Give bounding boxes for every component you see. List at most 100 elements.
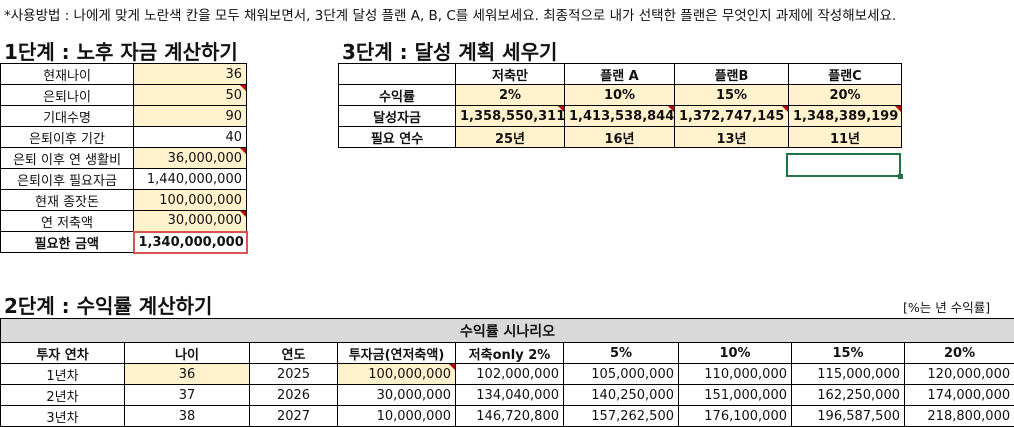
label-seed-money: 현재 종잣돈 xyxy=(0,189,134,211)
cell-year-count[interactable]: 3년차 xyxy=(0,405,125,427)
label-needed-amount: 필요한 금액 xyxy=(0,231,134,253)
years-plan-c[interactable]: 11년 xyxy=(788,126,902,148)
input-annual-living-cost[interactable]: 36,000,000 xyxy=(133,147,247,169)
table-row: 투자 연차 나이 연도 투자금(연저축액) 저축only 2% 5% 10% 1… xyxy=(0,342,1014,364)
col-header-year-count: 투자 연차 xyxy=(0,342,125,364)
rate-plan-c[interactable]: 20% xyxy=(788,84,902,106)
scenario-title: 수익률 시나리오 xyxy=(0,318,1014,343)
cell-rate-15[interactable]: 196,587,500 xyxy=(791,405,905,427)
step3-corner-cell[interactable] xyxy=(338,63,456,85)
header-savings-only: 저축만 xyxy=(455,63,565,85)
label-life-expectancy: 기대수명 xyxy=(0,105,134,127)
cell-year[interactable]: 2026 xyxy=(249,384,338,406)
cell-age[interactable]: 37 xyxy=(124,384,250,406)
cell-year-count[interactable]: 2년차 xyxy=(0,384,125,406)
cell-investment[interactable]: 30,000,000 xyxy=(337,384,456,406)
cell-age[interactable]: 36 xyxy=(124,363,250,385)
col-header-year: 연도 xyxy=(249,342,338,364)
table-row: 2년차 37 2026 30,000,000 134,040,000 140,2… xyxy=(0,384,1014,406)
cell-rate-10[interactable]: 151,000,000 xyxy=(678,384,792,406)
cell-rate-5[interactable]: 105,000,000 xyxy=(563,363,679,385)
table-row: 저축만 플랜 A 플랜B 플랜C xyxy=(338,63,902,85)
rate-savings-only[interactable]: 2% xyxy=(455,84,565,106)
cell-savings-2[interactable]: 102,000,000 xyxy=(455,363,564,385)
input-current-age[interactable]: 36 xyxy=(133,63,247,85)
col-header-20: 20% xyxy=(903,342,1014,364)
table-row: 현재 종잣돈 100,000,000 xyxy=(0,189,247,211)
table-row: 수익률 2% 10% 15% 20% xyxy=(338,84,902,106)
funds-plan-c[interactable]: 1,348,389,199 xyxy=(788,105,902,127)
cell-rate-10[interactable]: 176,100,000 xyxy=(678,405,792,427)
cell-rate-20[interactable]: 174,000,000 xyxy=(903,384,1014,406)
table-row: 은퇴나이 50 xyxy=(0,84,247,106)
input-seed-money[interactable]: 100,000,000 xyxy=(133,189,247,211)
step1-title: 1단계 : 노후 자금 계산하기 xyxy=(4,40,238,64)
cell-age[interactable]: 38 xyxy=(124,405,250,427)
step3-table: 저축만 플랜 A 플랜B 플랜C 수익률 2% 10% 15% 20% 달성자금… xyxy=(338,63,902,148)
value-required-funds[interactable]: 1,440,000,000 xyxy=(133,168,247,190)
cell-rate-5[interactable]: 157,262,500 xyxy=(563,405,679,427)
input-life-expectancy[interactable]: 90 xyxy=(133,105,247,127)
selected-cell[interactable] xyxy=(786,153,903,179)
cell-investment[interactable]: 10,000,000 xyxy=(337,405,456,427)
table-row: 현재나이 36 xyxy=(0,63,247,85)
value-needed-amount[interactable]: 1,340,000,000 xyxy=(132,230,248,254)
value-retire-period[interactable]: 40 xyxy=(133,126,247,148)
cell-savings-2[interactable]: 146,720,800 xyxy=(455,405,564,427)
step3-title: 3단계 : 달성 계획 세우기 xyxy=(342,40,558,64)
label-return-rate: 수익률 xyxy=(338,84,456,106)
label-achieved-funds: 달성자금 xyxy=(338,105,456,127)
table-row: 필요한 금액 1,340,000,000 xyxy=(0,230,248,254)
label-annual-living-cost: 은퇴 이후 연 생활비 xyxy=(0,147,134,169)
table-row: 1년차 36 2025 100,000,000 102,000,000 105,… xyxy=(0,363,1014,385)
cell-rate-15[interactable]: 162,250,000 xyxy=(791,384,905,406)
table-row: 연 저축액 30,000,000 xyxy=(0,210,247,232)
cell-year-count[interactable]: 1년차 xyxy=(0,363,125,385)
input-retire-age[interactable]: 50 xyxy=(133,84,247,106)
table-row: 필요 연수 25년 16년 13년 11년 xyxy=(338,126,902,148)
cell-rate-5[interactable]: 140,250,000 xyxy=(563,384,679,406)
cell-year[interactable]: 2027 xyxy=(249,405,338,427)
cell-rate-15[interactable]: 115,000,000 xyxy=(791,363,905,385)
rate-note: [%는 년 수익률] xyxy=(903,300,991,315)
header-plan-c: 플랜C xyxy=(788,63,902,85)
table-row: 은퇴 이후 연 생활비 36,000,000 xyxy=(0,147,247,169)
table-row: 은퇴이후 필요자금 1,440,000,000 xyxy=(0,168,247,190)
col-header-5: 5% xyxy=(563,342,679,364)
header-plan-b: 플랜B xyxy=(674,63,789,85)
table-row: 기대수명 90 xyxy=(0,105,247,127)
funds-plan-a[interactable]: 1,413,538,844 xyxy=(564,105,675,127)
years-plan-b[interactable]: 13년 xyxy=(674,126,789,148)
funds-savings-only[interactable]: 1,358,550,311 xyxy=(455,105,565,127)
cell-rate-20[interactable]: 120,000,000 xyxy=(903,363,1014,385)
rate-plan-b[interactable]: 15% xyxy=(674,84,789,106)
label-current-age: 현재나이 xyxy=(0,63,134,85)
table-row: 달성자금 1,358,550,311 1,413,538,844 1,372,7… xyxy=(338,105,902,127)
label-retire-period: 은퇴이후 기간 xyxy=(0,126,134,148)
table-row: 3년차 38 2027 10,000,000 146,720,800 157,2… xyxy=(0,405,1014,427)
instructions-text: *사용방법 : 나에게 맞게 노란색 칸을 모두 채워보면서, 3단계 달성 플… xyxy=(4,8,897,24)
input-annual-savings[interactable]: 30,000,000 xyxy=(133,210,247,232)
cell-rate-10[interactable]: 110,000,000 xyxy=(678,363,792,385)
cell-rate-20[interactable]: 218,800,000 xyxy=(903,405,1014,427)
step2-title: 2단계 : 수익률 계산하기 xyxy=(4,294,213,318)
years-savings-only[interactable]: 25년 xyxy=(455,126,565,148)
cell-year[interactable]: 2025 xyxy=(249,363,338,385)
col-header-10: 10% xyxy=(678,342,792,364)
rate-plan-a[interactable]: 10% xyxy=(564,84,675,106)
label-years-needed: 필요 연수 xyxy=(338,126,456,148)
label-retire-age: 은퇴나이 xyxy=(0,84,134,106)
label-annual-savings: 연 저축액 xyxy=(0,210,134,232)
step1-table: 현재나이 36 은퇴나이 50 기대수명 90 은퇴이후 기간 40 은퇴 이후 연 생… xyxy=(0,63,248,254)
cell-savings-2[interactable]: 134,040,000 xyxy=(455,384,564,406)
header-plan-a: 플랜 A xyxy=(564,63,675,85)
funds-plan-b[interactable]: 1,372,747,145 xyxy=(674,105,789,127)
years-plan-a[interactable]: 16년 xyxy=(564,126,675,148)
cell-investment[interactable]: 100,000,000 xyxy=(337,363,456,385)
table-row: 은퇴이후 기간 40 xyxy=(0,126,247,148)
scenario-table: 수익률 시나리오 투자 연차 나이 연도 투자금(연저축액) 저축only 2%… xyxy=(0,318,1014,427)
label-required-funds: 은퇴이후 필요자금 xyxy=(0,168,134,190)
table-row: 수익률 시나리오 xyxy=(0,318,1014,343)
col-header-age: 나이 xyxy=(124,342,250,364)
col-header-savings-2: 저축only 2% xyxy=(455,342,564,364)
